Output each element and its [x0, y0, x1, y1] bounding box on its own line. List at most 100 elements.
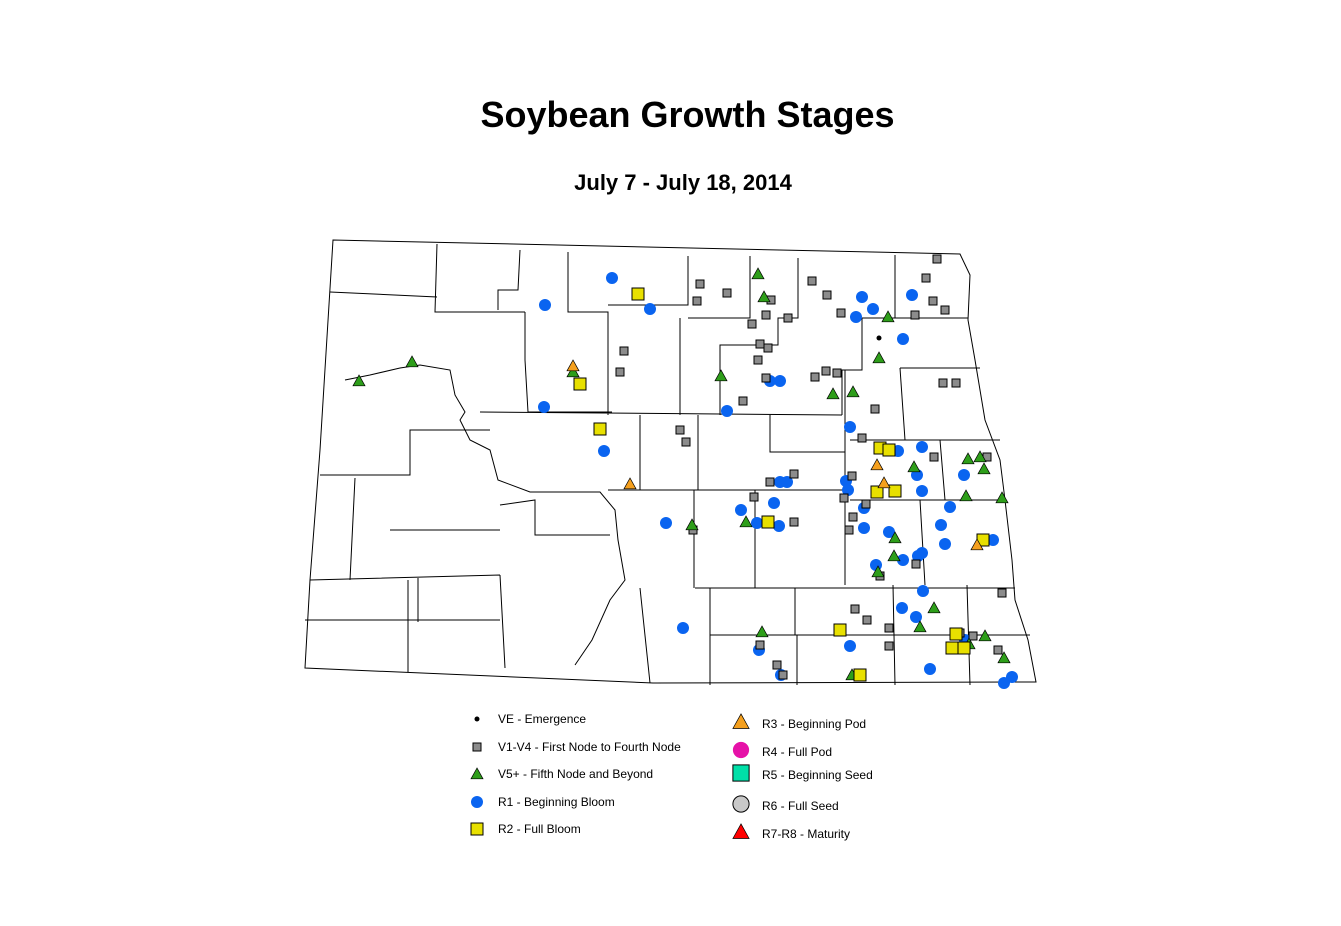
site-marker-v1v4 — [848, 512, 858, 522]
site-marker-v5 — [888, 531, 902, 544]
site-marker-v5 — [751, 267, 765, 280]
site-marker-v5 — [714, 369, 728, 382]
site-marker-v1v4 — [911, 559, 921, 569]
site-marker-r1 — [897, 554, 909, 566]
site-marker-v1v4 — [763, 343, 773, 353]
site-marker-r2 — [945, 641, 959, 655]
site-marker-r1 — [538, 401, 550, 413]
site-marker-r3 — [566, 359, 580, 372]
legend-label-v1v4: V1-V4 - First Node to Fourth Node — [498, 740, 681, 754]
site-marker-r1 — [842, 484, 854, 496]
site-marker-r1 — [850, 311, 862, 323]
site-marker-r1 — [774, 375, 786, 387]
site-marker-v5 — [997, 651, 1011, 664]
legend-label-r3: R3 - Beginning Pod — [762, 717, 867, 731]
site-marker-v1v4 — [755, 339, 765, 349]
site-marker-r1 — [721, 405, 733, 417]
site-marker-v5 — [405, 355, 419, 368]
site-marker-r2 — [888, 484, 902, 498]
site-marker-r1 — [1006, 671, 1018, 683]
site-marker-v5 — [973, 450, 987, 463]
site-marker-v1v4 — [929, 452, 939, 462]
site-marker-r2 — [833, 623, 847, 637]
site-marker-v5 — [872, 351, 886, 364]
site-marker-v1v4 — [884, 641, 894, 651]
map-subtitle: July 7 - July 18, 2014 — [574, 170, 792, 195]
site-marker-v5 — [757, 290, 771, 303]
site-marker-r3 — [623, 477, 637, 490]
site-marker-v5 — [881, 310, 895, 323]
legend-label-v5: V5+ - Fifth Node and Beyond — [498, 767, 654, 781]
site-marker-v1v4 — [928, 296, 938, 306]
site-marker-r1 — [917, 585, 929, 597]
site-marker-r1 — [867, 303, 879, 315]
legend-r5-icon — [732, 764, 750, 782]
site-marker-v5 — [907, 460, 921, 473]
site-marker-v1v4 — [783, 313, 793, 323]
legend-v5-icon — [470, 767, 484, 780]
site-marker-r1 — [916, 441, 928, 453]
site-marker-v1v4 — [765, 477, 775, 487]
legend-label-ve: VE - Emergence — [498, 712, 587, 726]
site-marker-v1v4 — [615, 367, 625, 377]
site-marker-r1 — [844, 640, 856, 652]
site-marker-v1v4 — [910, 310, 920, 320]
site-marker-r2 — [957, 641, 971, 655]
site-marker-r1 — [916, 485, 928, 497]
site-marker-v5 — [927, 601, 941, 614]
site-marker-v1v4 — [844, 525, 854, 535]
site-marker-r1 — [751, 517, 763, 529]
site-marker-v5 — [959, 489, 973, 502]
legend-label-r1: R1 - Beginning Bloom — [498, 795, 615, 809]
site-marker-v1v4 — [681, 437, 691, 447]
site-marker-v1v4 — [832, 368, 842, 378]
site-marker-v1v4 — [789, 469, 799, 479]
legend-label-r7r8: R7-R8 - Maturity — [762, 827, 851, 841]
site-marker-v1v4 — [870, 404, 880, 414]
site-marker-v5 — [887, 549, 901, 562]
site-marker-v5 — [685, 518, 699, 531]
site-marker-v1v4 — [940, 305, 950, 315]
site-marker-v1v4 — [749, 492, 759, 502]
site-marker-v1v4 — [993, 645, 1003, 655]
site-marker-r1 — [906, 289, 918, 301]
site-marker-r2 — [593, 422, 607, 436]
site-marker-r1 — [606, 272, 618, 284]
map-title: Soybean Growth Stages — [480, 94, 895, 135]
legend-r1-icon — [471, 796, 483, 808]
legend-label-r2: R2 - Full Bloom — [498, 822, 581, 836]
site-marker-v1v4 — [747, 319, 757, 329]
site-marker-r1 — [844, 421, 856, 433]
legend-r3-icon — [732, 713, 750, 729]
site-marker-v5 — [995, 491, 1009, 504]
site-marker-r1 — [539, 299, 551, 311]
site-marker-r1 — [598, 445, 610, 457]
site-marker-v5 — [871, 565, 885, 578]
site-marker-ve — [876, 335, 882, 341]
legend-ve-icon — [474, 716, 480, 722]
legend-v1v4-icon — [472, 742, 482, 752]
site-marker-v1v4 — [692, 296, 702, 306]
site-marker-v1v4 — [932, 254, 942, 264]
site-marker-r1 — [660, 517, 672, 529]
legend-r4-icon — [732, 741, 750, 759]
legend-label-r4: R4 - Full Pod — [762, 745, 833, 759]
site-marker-r2 — [882, 443, 896, 457]
site-marker-r1 — [773, 520, 785, 532]
site-marker-r1 — [768, 497, 780, 509]
site-marker-v5 — [913, 620, 927, 633]
site-marker-v1v4 — [778, 670, 788, 680]
site-marker-r1 — [896, 602, 908, 614]
site-marker-v1v4 — [822, 290, 832, 300]
site-marker-r1 — [883, 526, 895, 538]
site-marker-r1 — [987, 534, 999, 546]
site-marker-v1v4 — [884, 623, 894, 633]
site-marker-v1v4 — [847, 471, 857, 481]
site-marker-r1 — [735, 504, 747, 516]
site-marker-r1 — [958, 469, 970, 481]
site-marker-v1v4 — [938, 378, 948, 388]
site-marker-v1v4 — [761, 373, 771, 383]
site-marker-v1v4 — [722, 288, 732, 298]
site-marker-r1 — [644, 303, 656, 315]
site-marker-v1v4 — [755, 640, 765, 650]
